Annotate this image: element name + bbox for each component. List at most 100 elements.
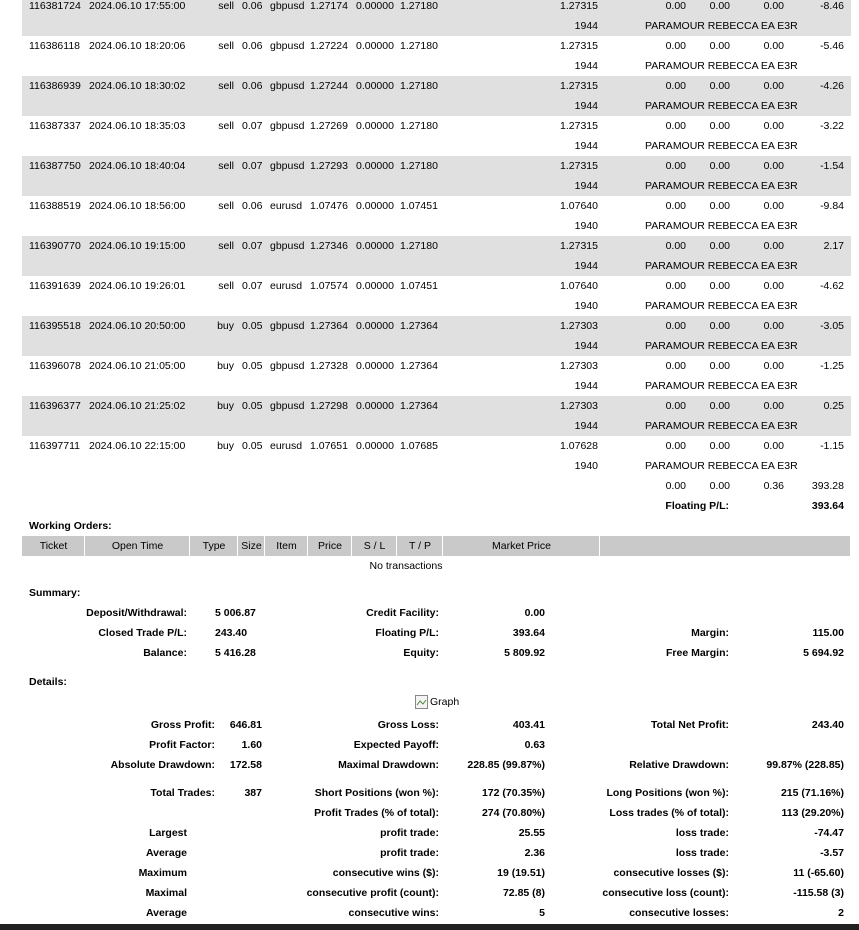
value-b: 19 (19.51): [497, 867, 545, 879]
label-c: consecutive losses:: [629, 907, 729, 919]
open-time: 2024.06.10 18:35:03: [89, 120, 186, 132]
item: gbpusd: [270, 400, 305, 412]
tp: 1.27364: [400, 320, 438, 332]
comment: PARAMOUR REBECCA EA E3R: [645, 180, 798, 192]
label-c: Total Net Profit:: [651, 719, 729, 731]
market-price: 1.27315: [560, 120, 598, 132]
value-b: 72.85 (8): [502, 887, 545, 899]
type: sell: [218, 0, 234, 12]
column-header: Market Price: [492, 540, 551, 552]
ticket: 116397711: [29, 440, 80, 452]
sl: 0.00000: [356, 200, 394, 212]
type: buy: [217, 400, 234, 412]
value-c: 99.87% (228.85): [766, 759, 844, 771]
market-price: 1.27303: [560, 360, 598, 372]
size: 0.05: [242, 440, 263, 452]
swap: 0.00: [763, 80, 784, 92]
swap: 0.00: [763, 280, 784, 292]
tp: 1.07685: [400, 440, 438, 452]
magic: 1944: [574, 20, 598, 32]
ticket: 116395518: [29, 320, 81, 332]
open-time: 2024.06.10 18:30:02: [89, 80, 186, 92]
profit: -1.15: [820, 440, 844, 452]
taxes: 0.00: [709, 40, 730, 52]
profit: -5.46: [820, 40, 844, 52]
tp: 1.07451: [400, 280, 438, 292]
magic: 1940: [574, 220, 598, 232]
type: sell: [218, 200, 234, 212]
comment: PARAMOUR REBECCA EA E3R: [645, 20, 798, 32]
row-background: [22, 316, 851, 356]
price: 1.27269: [310, 120, 348, 132]
profit: -9.84: [820, 200, 844, 212]
graph-alt-text: Graph: [430, 696, 460, 708]
price: 1.27364: [310, 320, 348, 332]
price: 1.07574: [310, 280, 348, 292]
header-cell: [85, 536, 190, 556]
item: eurusd: [270, 440, 303, 452]
commission: 0.00: [665, 440, 686, 452]
label-b: Short Positions (won %):: [314, 787, 439, 799]
value-c: -115.58 (3): [793, 887, 844, 899]
column-header: Price: [318, 540, 342, 552]
taxes: 0.00: [709, 360, 730, 372]
total-taxes: 0.00: [709, 480, 730, 492]
label-b: Maximal Drawdown:: [338, 759, 439, 771]
size: 0.06: [242, 200, 263, 212]
header-cell: [190, 536, 238, 556]
market-price: 1.27303: [560, 320, 598, 332]
row-background: [22, 236, 851, 276]
magic: 1944: [574, 380, 598, 392]
type: sell: [218, 160, 234, 172]
open-time: 2024.06.10 19:26:01: [89, 280, 186, 292]
commission: 0.00: [665, 240, 686, 252]
type: sell: [218, 240, 234, 252]
value-b: 403.41: [512, 719, 545, 731]
type: buy: [217, 360, 234, 372]
price: 1.27293: [310, 160, 348, 172]
row-background: [22, 156, 851, 196]
tp: 1.27180: [400, 120, 438, 132]
swap: 0.00: [763, 200, 784, 212]
magic: 1944: [574, 100, 598, 112]
label-c: Long Positions (won %):: [606, 787, 729, 799]
taxes: 0.00: [709, 0, 730, 12]
tp: 1.27364: [400, 400, 438, 412]
swap: 0.00: [763, 240, 784, 252]
comment: PARAMOUR REBECCA EA E3R: [645, 260, 798, 272]
price: 1.27174: [310, 0, 348, 12]
value-a: 1.60: [241, 739, 262, 751]
magic: 1944: [574, 140, 598, 152]
size: 0.07: [242, 280, 263, 292]
swap: 0.00: [763, 400, 784, 412]
comment: PARAMOUR REBECCA EA E3R: [645, 60, 798, 72]
item: gbpusd: [270, 0, 305, 12]
row-background: [22, 0, 851, 36]
item: gbpusd: [270, 120, 305, 132]
swap: 0.00: [763, 360, 784, 372]
label-b: profit trade:: [380, 847, 439, 859]
profit: -8.46: [820, 0, 844, 12]
swap: 0.00: [763, 320, 784, 332]
open-time: 2024.06.10 19:15:00: [89, 240, 186, 252]
section-title: Working Orders:: [29, 520, 112, 532]
market-price: 1.07640: [560, 280, 598, 292]
label-a: Total Trades:: [150, 787, 215, 799]
label-c: loss trade:: [675, 847, 729, 859]
ticket: 116387750: [29, 160, 81, 172]
swap: 0.00: [763, 40, 784, 52]
comment: PARAMOUR REBECCA EA E3R: [645, 100, 798, 112]
sl: 0.00000: [356, 240, 394, 252]
sl: 0.00000: [356, 160, 394, 172]
column-header: S / L: [363, 540, 386, 552]
market-price: 1.27315: [560, 40, 598, 52]
commission: 0.00: [665, 200, 686, 212]
magic: 1940: [574, 460, 598, 472]
sl: 0.00000: [356, 400, 394, 412]
magic: 1940: [574, 300, 598, 312]
value-b: 393.64: [512, 627, 545, 639]
taxes: 0.00: [709, 320, 730, 332]
open-time: 2024.06.10 21:05:00: [89, 360, 186, 372]
header-cell: [600, 536, 851, 556]
label-b: Profit Trades (% of total):: [314, 807, 439, 819]
